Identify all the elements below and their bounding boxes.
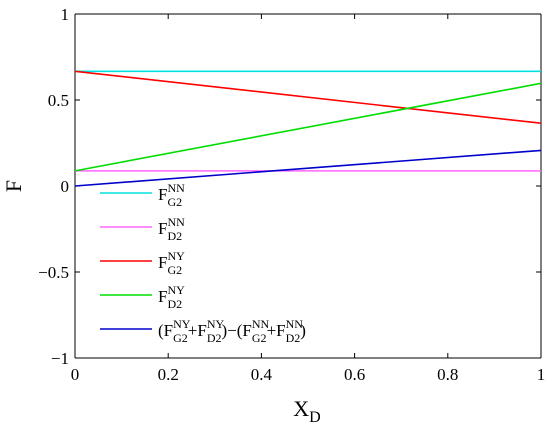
series-lines: [74, 70, 542, 187]
legend-label-diff: (FNY G2+FNY D2)−(FNN G2+FNN D2): [158, 317, 306, 345]
x-ticks: 0 0.2 0.4 0.6 0.8 1: [71, 14, 546, 384]
legend-label-g2nn: FNN G2: [158, 181, 185, 209]
y-tick-label: −1: [51, 349, 69, 368]
y-tick-label: 1: [61, 5, 70, 24]
x-tick-label: 0.2: [158, 365, 179, 384]
legend-label-g2ny: FNY G2: [158, 249, 185, 277]
x-axis-title-sub: D: [309, 409, 321, 426]
legend-label-d2ny: FNY D2: [158, 283, 185, 311]
legend: FNN G2 FNN D2 FNY G2 FNY D2 (FNY G2+FNY D2)−(FNN G2…: [100, 181, 306, 345]
x-axis-title-main: X: [293, 396, 309, 421]
x-tick-label: 0.8: [437, 365, 458, 384]
x-tick-label: 0: [71, 365, 80, 384]
series-line-d2ny: [74, 82, 542, 172]
y-tick-label: −0.5: [38, 263, 69, 282]
y-tick-label: 0.5: [48, 91, 69, 110]
series-line-g2ny: [74, 70, 542, 125]
series-line-diff: [74, 149, 542, 187]
y-ticks: −1 −0.5 0 0.5 1: [38, 5, 541, 368]
x-tick-label: 0.6: [344, 365, 365, 384]
legend-label-d2nn: FNN D2: [158, 215, 185, 243]
x-axis-title: XD: [293, 396, 320, 426]
y-axis-title: F: [1, 180, 26, 192]
plot-area: [74, 13, 542, 359]
x-tick-label: 1: [537, 365, 546, 384]
y-tick-label: 0: [61, 177, 70, 196]
x-tick-label: 0.4: [251, 365, 273, 384]
